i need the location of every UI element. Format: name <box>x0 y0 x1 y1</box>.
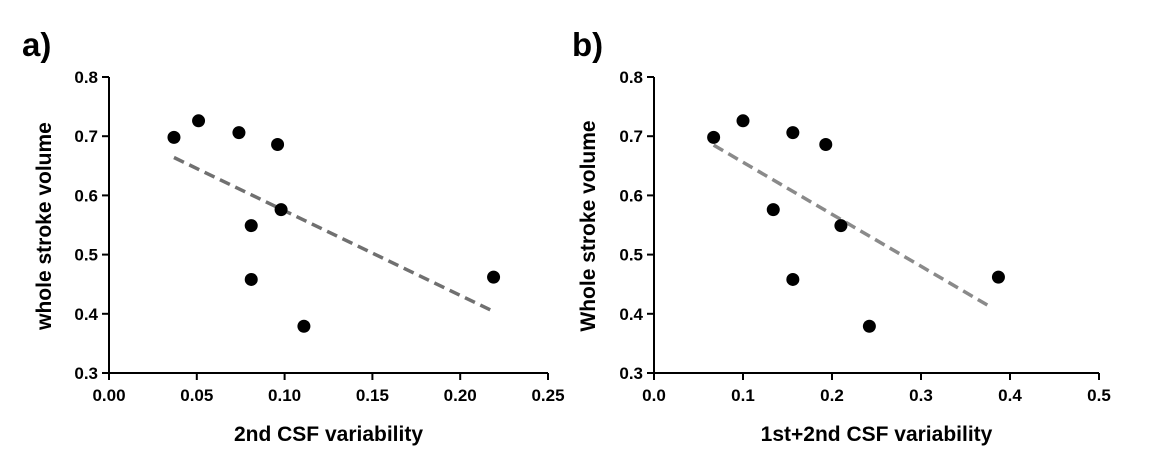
x-tick-label: 0.4 <box>998 386 1022 405</box>
data-point <box>766 203 780 217</box>
x-tick-label: 0.2 <box>820 386 844 405</box>
x-tick-label: 0.0 <box>642 386 666 405</box>
data-point <box>232 126 246 140</box>
y-axis-title: Whole stroke volume <box>577 120 600 331</box>
panel-label: b) <box>572 26 603 63</box>
x-tick-label: 0.15 <box>356 386 389 405</box>
x-tick-label: 0.20 <box>444 386 477 405</box>
y-tick-label: 0.6 <box>74 186 98 205</box>
y-tick-label: 0.7 <box>619 127 643 146</box>
y-tick-label: 0.3 <box>74 364 98 383</box>
regression-line <box>712 143 994 310</box>
x-tick-label: 0.5 <box>1087 386 1111 405</box>
data-point <box>192 114 206 128</box>
data-point <box>244 272 258 286</box>
data-point <box>862 319 876 333</box>
data-point <box>834 219 848 233</box>
data-point <box>274 203 288 217</box>
x-tick-label: 0.3 <box>909 386 933 405</box>
data-point <box>736 114 750 128</box>
data-point <box>786 126 800 140</box>
x-tick-label: 0.10 <box>268 386 301 405</box>
y-tick-label: 0.4 <box>74 305 98 324</box>
data-point <box>487 270 501 284</box>
y-tick-label: 0.4 <box>619 305 643 324</box>
data-point <box>819 137 833 151</box>
x-tick-label: 0.1 <box>731 386 755 405</box>
data-point <box>167 130 181 144</box>
data-point <box>991 270 1005 284</box>
data-point <box>707 130 721 144</box>
y-tick-label: 0.6 <box>619 186 643 205</box>
data-point <box>786 272 800 286</box>
regression-line <box>173 155 495 314</box>
y-tick-label: 0.8 <box>74 68 98 87</box>
panel-label: a) <box>22 26 51 63</box>
x-tick-label: 0.25 <box>531 386 564 405</box>
y-tick-label: 0.3 <box>619 364 643 383</box>
x-tick-label: 0.05 <box>180 386 213 405</box>
x-axis-title: 2nd CSF variability <box>234 423 423 446</box>
data-point <box>244 219 258 233</box>
chart-panel-a: a) 0.3 0.4 0.5 0.6 0.7 0.8 0.00 0.05 0.10 0.15 0.20… <box>22 26 565 446</box>
y-axis-title: whole stroke volume <box>33 122 56 331</box>
data-point <box>297 319 311 333</box>
y-tick-label: 0.7 <box>74 127 98 146</box>
x-tick-label: 0.00 <box>92 386 125 405</box>
data-point <box>271 137 285 151</box>
y-tick-label: 0.8 <box>619 68 643 87</box>
y-tick-label: 0.5 <box>74 246 98 265</box>
y-tick-label: 0.5 <box>619 246 643 265</box>
x-axis-title: 1st+2nd CSF variability <box>761 423 993 446</box>
chart-panel-b: b) 0.3 0.4 0.5 0.6 0.7 0.8 0.0 0.1 0.2 0.3 0.4 0.5 1s… <box>572 26 1111 446</box>
